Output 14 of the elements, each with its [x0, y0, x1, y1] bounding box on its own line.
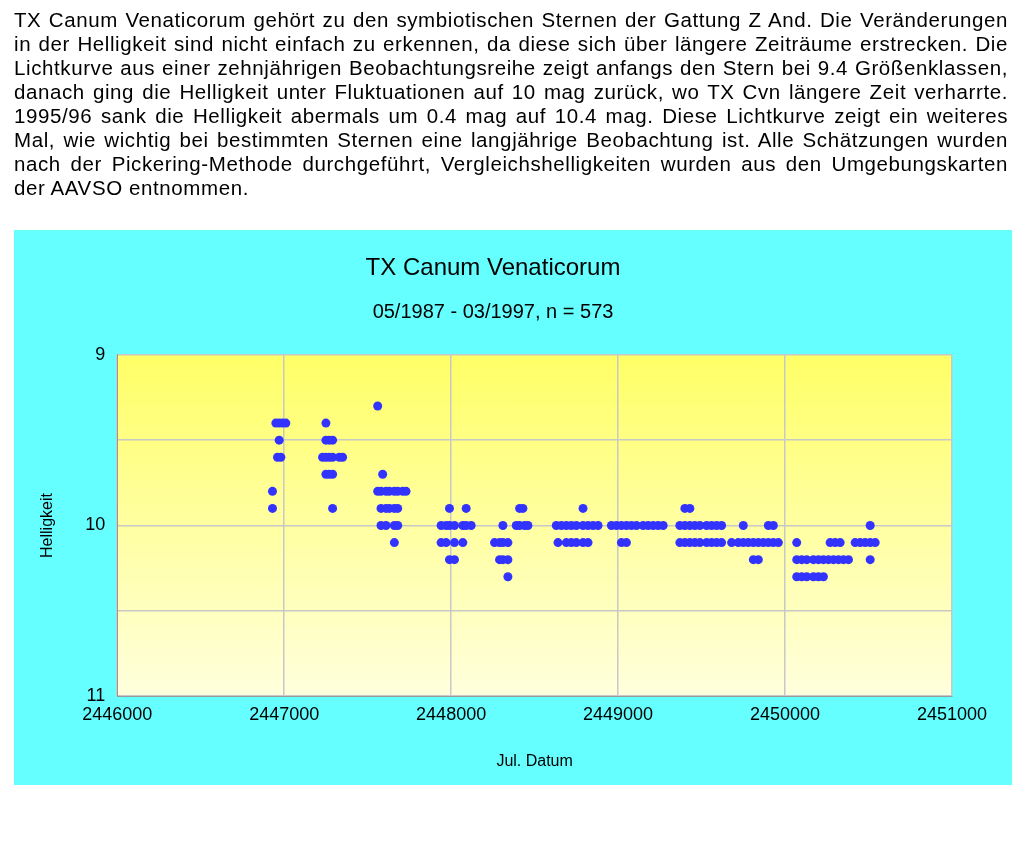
y-axis-title: Helligkeit — [38, 492, 56, 558]
x-tick-label: 2447000 — [249, 703, 320, 724]
y-tick-label: 9 — [95, 343, 106, 364]
chart-subtitle: 05/1987 - 03/1997, n = 573 — [372, 300, 614, 323]
chart-title: TX Canum Venaticorum — [365, 253, 621, 281]
x-tick-label: 2450000 — [750, 703, 821, 724]
y-tick-label: 10 — [85, 514, 106, 535]
y-tick-label: 11 — [86, 685, 106, 706]
x-tick-label: 2449000 — [583, 703, 654, 724]
text: TX Canum Venaticorum gehört zu den symbiotischen Sternen der Gattung Z And. Die Veränderungen in der Helligkeit sind nicht einfach zu erkennen, da diese sich über längere Zeiträume erstrecken. Die Lichtkurve aus einer zehnjährigen Beobachtungsreihe zeigt anfangs den Stern bei 9.4 Größenklassen, danach ging die Helligkeit unter Fluktuationen auf 10 mag zurück, wo TX Cvn längere Zeit verharrte. 1995/96 sank die Helligkeit abermals um 0.4 mag auf 10.4 mag. Diese Lichtkurve zeigt ein weiteres Mal, wie wichtig bei bestimmten Sternen eine langjährige Beobachtung ist. Alle Schätzungen wurden nach der Pickering-Methode durchgeführt, Vergleichshelligkeiten wurden aus den Umgebungskarten der AAVSO entnommen. — [14, 8, 1008, 200]
x-axis-title: Jul. Datum — [496, 751, 573, 769]
x-tick-label: 2448000 — [416, 703, 487, 724]
x-tick-label: 2451000 — [916, 703, 988, 724]
x-tick-label: 2446000 — [82, 703, 153, 724]
